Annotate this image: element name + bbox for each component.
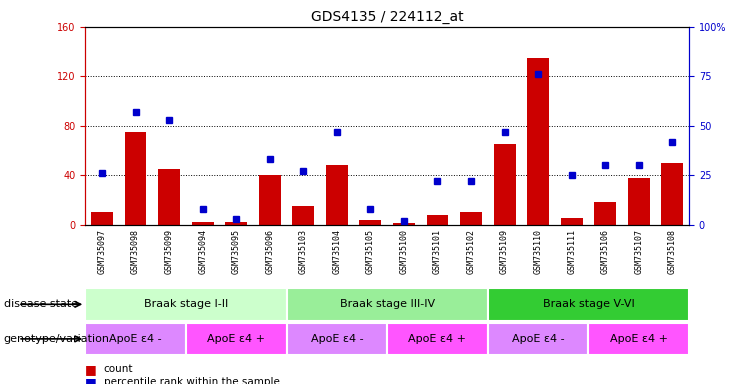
Text: GSM735099: GSM735099 (165, 229, 173, 274)
Bar (588, 323, 689, 355)
Text: genotype/variation: genotype/variation (4, 334, 110, 344)
Text: GSM735111: GSM735111 (567, 229, 576, 274)
Text: ApoE ε4 -: ApoE ε4 - (310, 334, 363, 344)
Title: GDS4135 / 224112_at: GDS4135 / 224112_at (311, 10, 463, 25)
Text: GSM735105: GSM735105 (366, 229, 375, 274)
Bar (488, 288, 689, 321)
Text: ApoE ε4 -: ApoE ε4 - (109, 334, 162, 344)
Text: ApoE ε4 +: ApoE ε4 + (610, 334, 668, 344)
Text: count: count (104, 364, 133, 374)
Text: GSM735094: GSM735094 (198, 229, 207, 274)
Text: GSM735100: GSM735100 (399, 229, 408, 274)
Text: GSM735106: GSM735106 (601, 229, 610, 274)
Bar (293, 206, 314, 225)
Bar (85, 323, 186, 355)
Text: ■: ■ (85, 363, 97, 376)
Bar (326, 166, 348, 225)
Bar (628, 178, 650, 225)
Bar (528, 58, 549, 225)
Text: GSM735098: GSM735098 (131, 229, 140, 274)
Bar (287, 288, 488, 321)
Bar (186, 323, 287, 355)
Bar (85, 288, 287, 321)
Text: GSM735107: GSM735107 (634, 229, 643, 274)
Bar (158, 169, 180, 225)
Text: GSM735109: GSM735109 (500, 229, 509, 274)
Bar (393, 223, 415, 225)
Bar (91, 212, 113, 225)
Text: GSM735095: GSM735095 (232, 229, 241, 274)
Bar (488, 323, 588, 355)
Bar (594, 202, 617, 225)
Bar (460, 212, 482, 225)
Bar (561, 218, 582, 225)
Text: GSM735103: GSM735103 (299, 229, 308, 274)
Text: GSM735101: GSM735101 (433, 229, 442, 274)
Text: GSM735110: GSM735110 (534, 229, 542, 274)
Bar (387, 323, 488, 355)
Text: ApoE ε4 +: ApoE ε4 + (207, 334, 265, 344)
Text: GSM735096: GSM735096 (265, 229, 274, 274)
Text: GSM735097: GSM735097 (98, 229, 107, 274)
Bar (287, 323, 387, 355)
Text: Braak stage I-II: Braak stage I-II (144, 299, 228, 310)
Text: GSM735104: GSM735104 (333, 229, 342, 274)
Text: Braak stage III-IV: Braak stage III-IV (339, 299, 435, 310)
Bar (427, 215, 448, 225)
Bar (662, 163, 683, 225)
Bar (225, 222, 247, 225)
Bar (259, 175, 281, 225)
Text: GSM735102: GSM735102 (467, 229, 476, 274)
Text: disease state: disease state (4, 299, 78, 310)
Text: ApoE ε4 -: ApoE ε4 - (512, 334, 565, 344)
Text: ApoE ε4 +: ApoE ε4 + (408, 334, 467, 344)
Text: percentile rank within the sample: percentile rank within the sample (104, 377, 279, 384)
Text: GSM735108: GSM735108 (668, 229, 677, 274)
Text: ■: ■ (85, 376, 97, 384)
Text: Braak stage V-VI: Braak stage V-VI (542, 299, 634, 310)
Bar (192, 222, 213, 225)
Bar (359, 220, 382, 225)
Bar (494, 144, 516, 225)
Bar (124, 132, 147, 225)
